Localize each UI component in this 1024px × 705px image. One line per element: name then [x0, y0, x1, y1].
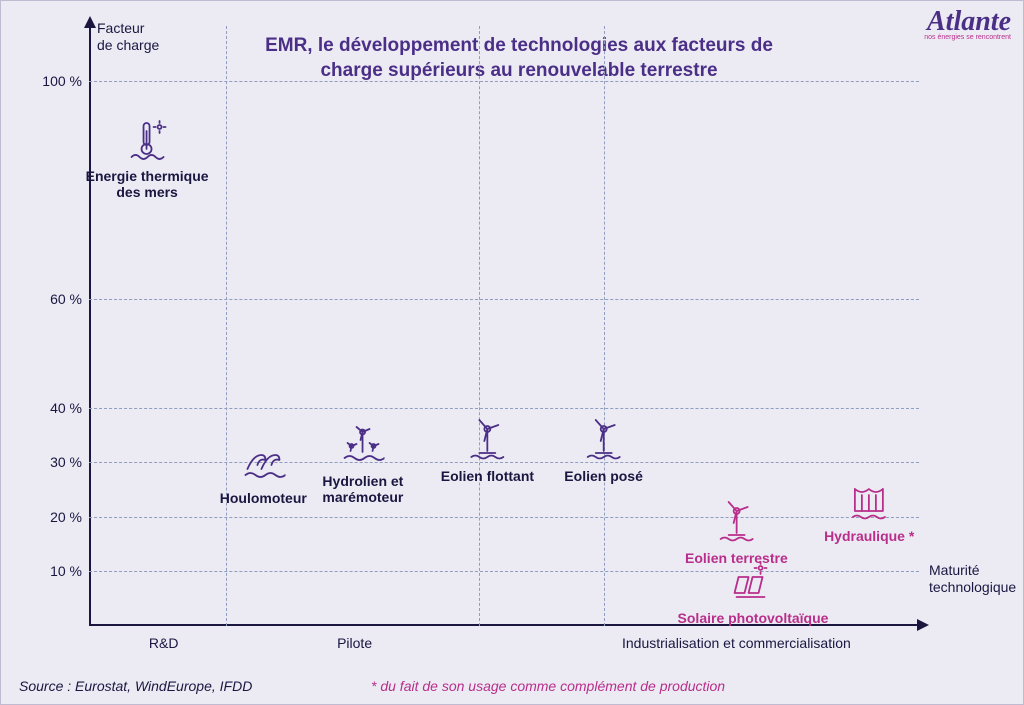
gridline-h	[89, 81, 919, 82]
y-tick-label: 10 %	[34, 563, 82, 579]
gridline-v	[604, 26, 605, 626]
x-category-label: R&D	[149, 635, 179, 651]
chart-title: EMR, le développement de technologies au…	[239, 34, 799, 83]
data-point-hydrolien: Hydrolien etmarémoteur	[322, 422, 403, 505]
scatter-chart: EMR, le développement de technologies au…	[89, 26, 919, 626]
gridline-h	[89, 299, 919, 300]
y-axis-title: Facteurde charge	[97, 20, 159, 54]
thermo-icon	[86, 117, 209, 166]
source-text: Source : Eurostat, WindEurope, IFDD	[19, 678, 252, 694]
brand-name: Atlante	[924, 9, 1011, 34]
tidal-icon	[322, 422, 403, 471]
data-point-terrestre: Eolien terrestre	[685, 499, 788, 566]
data-point-label: Houlomoteur	[220, 490, 307, 506]
brand-logo: Atlante nos énergies se rencontrent	[924, 9, 1011, 41]
data-point-label: Solaire photovoltaïque	[678, 610, 829, 626]
data-point-hydraulique: Hydraulique *	[824, 477, 914, 544]
gridline-v	[226, 26, 227, 626]
y-axis-arrow-icon	[84, 16, 96, 28]
turbine-icon	[441, 417, 534, 466]
y-tick-label: 40 %	[34, 400, 82, 416]
data-point-solaire: Solaire photovoltaïque	[678, 559, 829, 626]
data-point-label: Eolien posé	[564, 468, 643, 484]
data-point-label: Energie thermiquedes mers	[86, 168, 209, 200]
x-category-label: Industrialisation et commercialisation	[622, 635, 851, 651]
data-point-thermique: Energie thermiquedes mers	[86, 117, 209, 200]
data-point-flottant: Eolien flottant	[441, 417, 534, 484]
x-category-label: Pilote	[337, 635, 372, 651]
gridline-v	[479, 26, 480, 626]
data-point-label: Eolien flottant	[441, 468, 534, 484]
gridline-h	[89, 517, 919, 518]
data-point-pose: Eolien posé	[564, 417, 643, 484]
y-tick-label: 100 %	[34, 73, 82, 89]
gridline-h	[89, 408, 919, 409]
solar-icon	[678, 559, 829, 608]
brand-tagline: nos énergies se rencontrent	[924, 34, 1011, 41]
data-point-houlo: Houlomoteur	[220, 439, 307, 506]
dam-icon	[824, 477, 914, 526]
x-axis-title: Maturitétechnologique	[929, 562, 1024, 596]
y-tick-label: 20 %	[34, 509, 82, 525]
y-tick-label: 60 %	[34, 291, 82, 307]
data-point-label: Hydrolien etmarémoteur	[322, 473, 403, 505]
turbine-icon	[685, 499, 788, 548]
x-axis-arrow-icon	[917, 619, 929, 631]
footnote-text: * du fait de son usage comme complément …	[371, 678, 725, 694]
wave-icon	[220, 439, 307, 488]
turbine-icon	[564, 417, 643, 466]
data-point-label: Hydraulique *	[824, 528, 914, 544]
y-tick-label: 30 %	[34, 454, 82, 470]
